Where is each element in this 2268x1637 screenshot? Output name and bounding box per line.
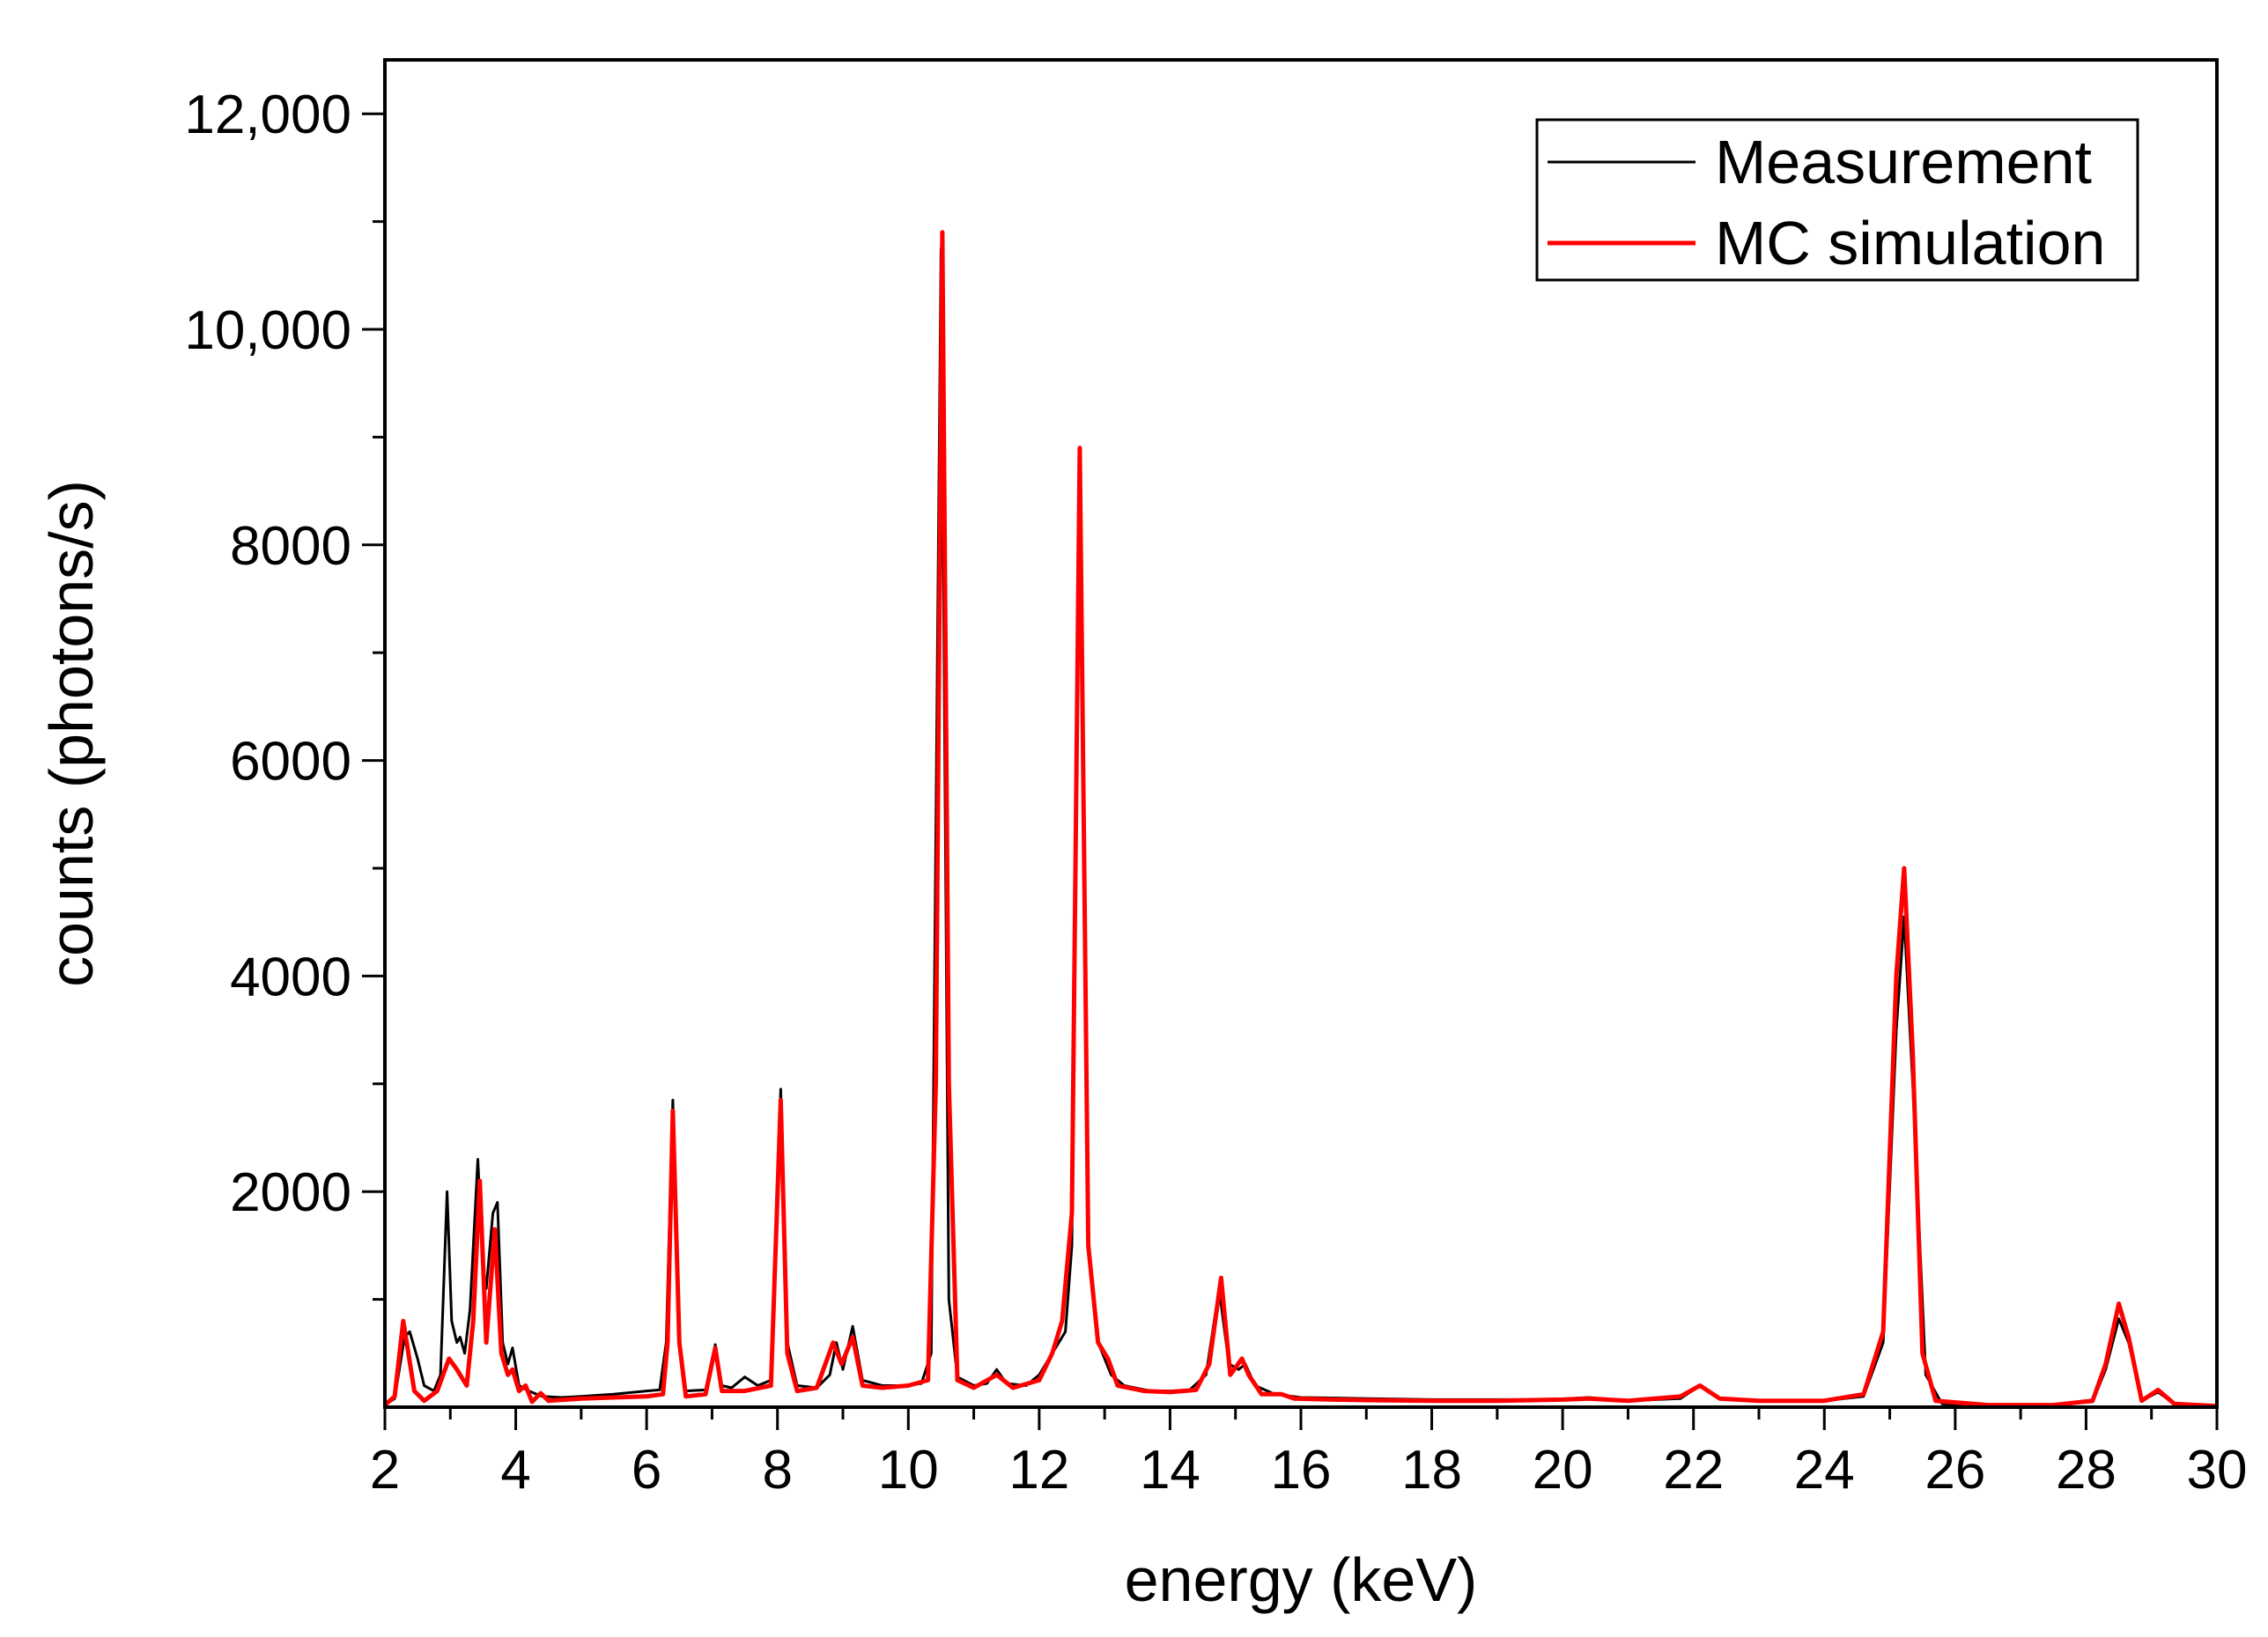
y-tick-label: 2000 bbox=[230, 1162, 351, 1223]
x-tick-label: 28 bbox=[2056, 1440, 2117, 1501]
y-axis-ticks: 2000 4000 6000 8000 10,000 12,000 bbox=[184, 85, 385, 1301]
x-tick-label: 10 bbox=[878, 1440, 939, 1501]
x-tick-label: 16 bbox=[1271, 1440, 1332, 1501]
y-tick-label: 4000 bbox=[230, 947, 351, 1007]
x-tick-label: 14 bbox=[1140, 1440, 1200, 1501]
x-tick-label: 6 bbox=[632, 1440, 661, 1501]
y-tick-label: 12,000 bbox=[184, 85, 351, 145]
x-tick-label: 4 bbox=[500, 1440, 530, 1501]
x-tick-label: 2 bbox=[370, 1440, 400, 1501]
x-tick-label: 30 bbox=[2187, 1440, 2248, 1501]
x-tick-label: 24 bbox=[1794, 1440, 1855, 1501]
legend-box bbox=[1535, 118, 2139, 282]
series-line-mc-simulation bbox=[383, 230, 2218, 1409]
legend: Measurement MC simulation bbox=[1535, 118, 2139, 282]
x-axis-ticks: 2 4 6 8 10 12 14 16 18 20 22 24 26 28 30 bbox=[370, 1407, 2248, 1501]
y-axis-title: counts (photons/s) bbox=[37, 480, 106, 987]
x-tick-label: 22 bbox=[1663, 1440, 1724, 1501]
x-tick-label: 8 bbox=[762, 1440, 792, 1501]
y-tick-label: 6000 bbox=[230, 732, 351, 793]
x-tick-label: 12 bbox=[1008, 1440, 1069, 1501]
legend-label: MC simulation bbox=[1715, 209, 2105, 277]
series-line-measurement bbox=[384, 247, 2218, 1408]
y-tick-label: 10,000 bbox=[184, 300, 351, 361]
x-tick-label: 18 bbox=[1401, 1440, 1462, 1501]
legend-label: Measurement bbox=[1715, 128, 2092, 196]
series-layer bbox=[383, 230, 2218, 1409]
x-tick-label: 26 bbox=[1924, 1440, 1985, 1501]
x-tick-label: 20 bbox=[1533, 1440, 1593, 1501]
y-tick-label: 8000 bbox=[230, 516, 351, 577]
x-axis-title: energy (keV) bbox=[1125, 1545, 1478, 1614]
